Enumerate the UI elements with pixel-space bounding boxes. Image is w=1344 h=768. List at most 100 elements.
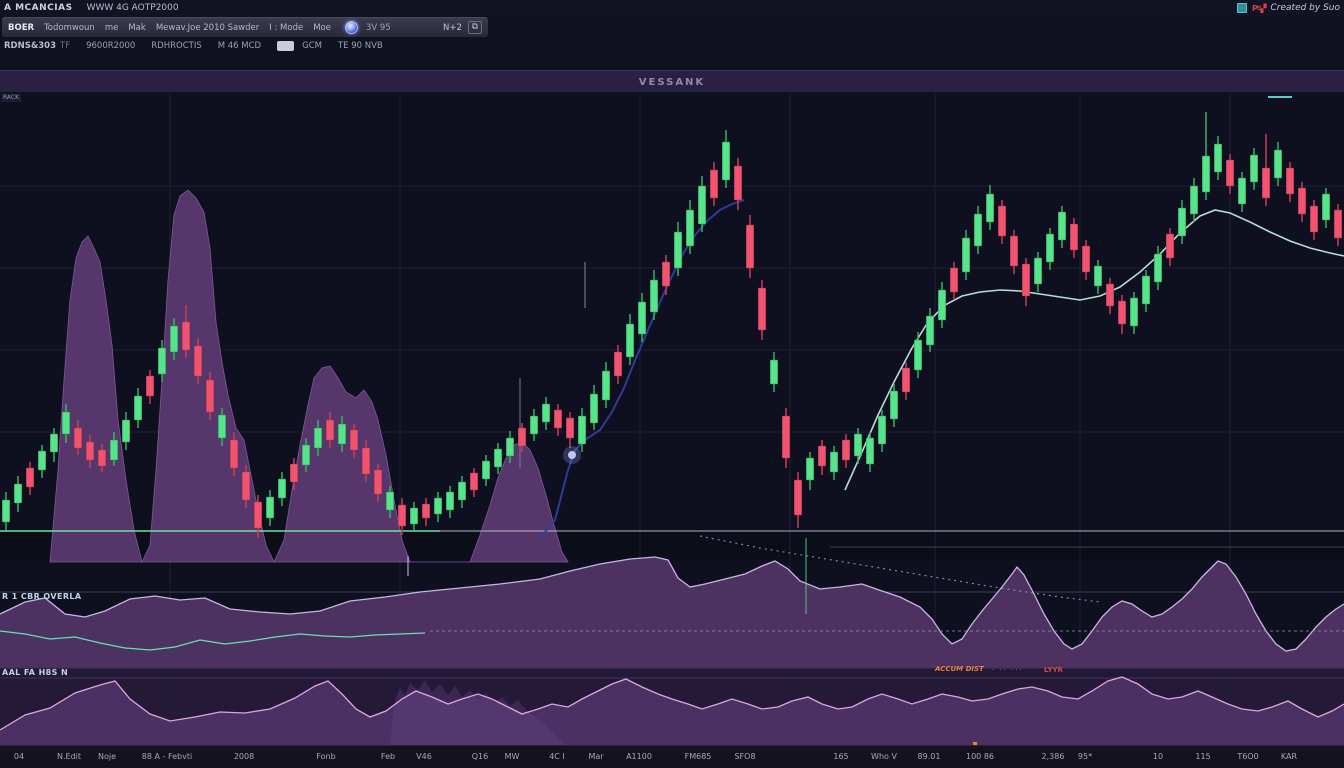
window-titlebar: A MCANCIAS WWW 4G AOTP2000 Pº▞ Created b… [0,0,1344,16]
timeframe-label[interactable]: TF [60,41,71,51]
candle-body [674,231,682,269]
candle-body [362,447,370,475]
time-axis-label: V46 [416,752,432,761]
time-axis-label: FM685 [684,752,712,761]
chart-title-band: VESSANK [0,70,1344,95]
pane2-label[interactable]: AAL FA H8S N [2,668,69,677]
candle-body [1082,245,1090,273]
candle-body [50,433,58,453]
candle-body [1130,297,1138,327]
symbol-name[interactable]: RDNS&303 [4,41,56,51]
time-axis-label: 04 [13,752,25,761]
record-orb-icon[interactable] [344,21,358,34]
time-axis-label: 89.01 [917,752,941,761]
time-axis-label: Noje [97,752,117,761]
candle-body [74,427,82,449]
candle-body [710,169,718,199]
symbol-toolbar-items-2: GCM TE 90 NVB [302,41,399,51]
candle-body [842,439,850,461]
candle-body [542,403,550,423]
accum-dist-label: ACCUM DIST [935,665,984,673]
toolbar-item[interactable]: me [104,22,119,33]
time-axis-label: A1100 [626,752,652,761]
candle-body [1142,275,1150,305]
candle-body [1322,193,1330,221]
candle-body [890,390,898,420]
settings-icon[interactable]: ⧉ [467,21,482,34]
candle-body [1190,185,1198,215]
candle-body [770,359,778,385]
credit-text: Created by Suo [1270,3,1341,13]
candle-body [866,437,874,465]
candle-body [446,491,454,511]
toolbar-item[interactable]: TE 90 NVB [337,41,383,51]
candle-body [998,205,1006,237]
volume-profile [49,189,569,564]
toolbar-item[interactable]: I : Mode [269,22,304,33]
candle-body [1022,263,1030,297]
time-axis-label: 165 [833,752,849,761]
candle-body [1034,257,1042,285]
brand-logo-icon[interactable]: Pº▞ [1251,3,1266,13]
candle-body [170,325,178,353]
candle-body [734,165,742,201]
price-chart[interactable] [0,92,1344,768]
brand-teal-icon[interactable] [1236,3,1247,13]
ma-glow [568,451,576,459]
candle-body [1070,223,1078,251]
candle-body [986,193,994,223]
candle-body [158,347,166,375]
symbol-toolbar-items: 9600R2000 RDHROCTIS M 46 MCD [86,41,277,51]
time-axis-label: 88 A - Febvti [141,752,193,761]
candle-body [1202,155,1210,193]
candle-body [566,417,574,439]
time-axis[interactable]: 04 N.Edit Noje 88 A - Febvti 2008 Fonb Feb V46 Q… [0,745,1344,768]
candle-body [422,503,430,519]
toolbar-item[interactable]: Mak [128,22,146,33]
time-axis-label: 115 [1195,752,1211,761]
time-axis-label: 100 86 [966,752,994,761]
teal-ma-line [844,209,1344,491]
candle-body [1178,207,1186,237]
dotted-ma-line [699,535,1101,603]
time-axis-label: Mar [588,752,604,761]
candle-body [350,429,358,451]
candle-body [338,423,346,445]
toolbar-item[interactable]: 9600R2000 [86,41,136,51]
candle-body [98,449,106,467]
candle-body [1226,159,1234,187]
toolbar-item[interactable]: Todomwoun [44,22,95,33]
indicator2-area [0,677,1344,745]
toolbar-item[interactable]: M 46 MCD [217,41,262,51]
corner-tag: RACK [1,94,22,102]
candle-body [110,439,118,461]
toolbar-item[interactable]: RDHROCTIS [151,41,202,51]
chart-title: VESSANK [638,77,706,88]
time-axis-label: 95* [1077,752,1093,761]
candle-body [650,279,658,313]
main-toolbar: BOER Todomwoun me Mak Mewav.Joe 2010 Sawder I… [2,17,488,37]
toolbar-items: BOER Todomwoun me Mak Mewav.Joe 2010 Sawder I… [2,23,331,33]
candle-body [182,321,190,351]
toolbar-item[interactable]: GCM [302,41,322,51]
candle-body [962,237,970,273]
candle-body [590,393,598,424]
pane1-label[interactable]: R 1 CBR OVERLA [2,592,82,601]
ma-glow-halo [563,446,581,464]
candle-body [122,419,130,443]
candle-body [1094,265,1102,287]
candle-body [1274,149,1282,179]
toggle-checkbox[interactable] [277,41,295,51]
candle-body [230,439,238,469]
candle-body [746,224,754,269]
time-axis-label: 10 [1152,752,1164,761]
candle-body [398,504,406,527]
candle-body [878,415,886,445]
toolbar-item[interactable]: Moe [313,22,331,33]
toolbar-item[interactable]: BOER [8,22,35,33]
toolbar-item[interactable]: Mewav.Joe 2010 Sawder [155,22,260,33]
app-title: A MCANCIAS [4,3,73,13]
layout-icon[interactable]: N+2 [443,22,462,33]
indicator1-line [0,556,1344,652]
